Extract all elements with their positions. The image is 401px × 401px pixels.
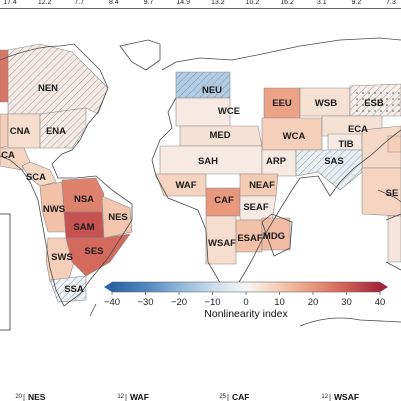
label-SSA: SSA — [64, 284, 84, 295]
colorbar-tick-label: −40 — [104, 297, 120, 308]
region-NES — [101, 195, 133, 239]
top-value-label: 9.2 — [351, 0, 361, 6]
colorbar-tick-label: 0 — [243, 297, 248, 308]
panel-title: WSAF — [334, 392, 359, 401]
label-EEU: EEU — [272, 98, 292, 109]
hatch-NEN — [8, 44, 108, 114]
region-SEA — [361, 167, 401, 217]
region-SES — [65, 233, 131, 277]
top-value-label: 17.4 — [3, 0, 17, 6]
label-SEAF: SEAF — [243, 202, 269, 213]
label-MDG: MDG — [263, 231, 285, 242]
label-NWS: NWS — [43, 204, 65, 215]
inset-frame — [0, 213, 11, 331]
label-NEAF: NEAF — [249, 180, 275, 191]
colorbar-tick-label: 10 — [274, 297, 285, 308]
top-value-label: 7.7 — [74, 0, 84, 6]
region-labels: NEN CNA ENA CA SCA NSA NWS SAM NES SWS S… — [1, 83, 398, 295]
top-value-label: 13.2 — [211, 0, 225, 6]
top-value-label: 16.2 — [280, 0, 294, 6]
region-WNA — [0, 113, 9, 149]
top-value-label: 8.4 — [109, 0, 119, 6]
panel-ymax: 25 — [219, 394, 226, 400]
label-ESB: ESB — [364, 98, 384, 109]
top-value-label: 14.9 — [176, 0, 190, 6]
bottom-panels: 20 NES 12 WAF 25 CAF 12 WSAF — [15, 392, 359, 401]
region-ESAF — [235, 219, 263, 253]
label-SCA: SCA — [26, 172, 46, 183]
top-value-label: 12.2 — [38, 0, 52, 6]
region-NAU — [387, 215, 401, 263]
colorbar-tick-label: −30 — [137, 297, 153, 308]
label-TIB: TIB — [338, 139, 353, 150]
label-SEA: SE — [386, 188, 399, 199]
label-SAH: SAH — [198, 156, 218, 167]
label-ARP: ARP — [266, 156, 287, 167]
bottom-panel-wsaf: 12 WSAF — [321, 392, 359, 401]
colorbar-bar — [111, 281, 381, 293]
label-ECA: ECA — [348, 124, 368, 135]
top-value-label: 10.2 — [246, 0, 260, 6]
bottom-panel-caf: 25 CAF — [219, 392, 249, 401]
label-WSB: WSB — [315, 98, 337, 109]
panel-ymax: 20 — [15, 394, 22, 400]
bottom-panel-nes: 20 NES — [15, 392, 46, 401]
panel-ymax: 12 — [117, 394, 124, 400]
label-ESAF: ESAF — [237, 233, 263, 244]
region-WSAF — [205, 215, 237, 265]
colorbar-arrow-right — [380, 282, 388, 292]
label-NEN: NEN — [38, 83, 58, 94]
stipple-esb — [352, 88, 400, 114]
colorbar-ticks: −40 −30 −20 −10 0 10 20 30 40 — [104, 292, 385, 308]
top-values-row: 17.4 12.2 7.7 8.4 9.7 14.9 13.2 10.2 16.2 3.1 9.2 7… — [3, 0, 396, 6]
panel-ymax: 12 — [321, 394, 328, 400]
colorbar-tick-label: 20 — [308, 297, 319, 308]
colorbar-tick-label: −20 — [171, 297, 187, 308]
top-value-label: 3.1 — [317, 0, 327, 6]
top-value-label: 7.3 — [386, 0, 396, 6]
label-NES: NES — [108, 212, 128, 223]
region-SCA — [21, 161, 57, 187]
label-CAF: CAF — [214, 195, 234, 206]
label-WSAF: WSAF — [208, 238, 236, 249]
label-MED: MED — [209, 130, 230, 141]
colorbar-title: Nonlinearity index — [204, 308, 288, 320]
region-ESB2 — [387, 135, 401, 153]
label-NEU: NEU — [202, 85, 222, 96]
label-WCA: WCA — [283, 131, 306, 142]
label-CA: CA — [1, 150, 15, 161]
label-SES: SES — [84, 246, 103, 257]
colorbar-arrow-left — [104, 282, 112, 292]
colorbar-tick-label: 40 — [375, 297, 386, 308]
label-NSA: NSA — [74, 194, 94, 205]
bottom-panel-waf: 12 WAF — [117, 392, 149, 401]
hatch-ENA — [40, 108, 86, 148]
colorbar-tick-label: 30 — [341, 297, 352, 308]
hatch-NEU — [176, 72, 230, 98]
panel-title: WAF — [130, 392, 149, 401]
colorbar: −40 −30 −20 −10 0 10 20 30 40 Nonlinearity index — [104, 281, 388, 320]
panel-title: CAF — [232, 392, 249, 401]
panel-title: NES — [28, 392, 46, 401]
top-value-label: 9.7 — [144, 0, 154, 6]
label-ENA: ENA — [46, 126, 66, 137]
coastlines — [0, 37, 401, 327]
label-CNA: CNA — [10, 126, 31, 137]
label-SAS: SAS — [324, 156, 344, 167]
label-WCE: WCE — [218, 106, 240, 117]
hatch-SAS — [296, 150, 362, 190]
label-SAM: SAM — [73, 222, 94, 233]
colorbar-tick-label: −10 — [204, 297, 220, 308]
label-WAF: WAF — [175, 180, 196, 191]
label-SWS: SWS — [51, 252, 73, 263]
